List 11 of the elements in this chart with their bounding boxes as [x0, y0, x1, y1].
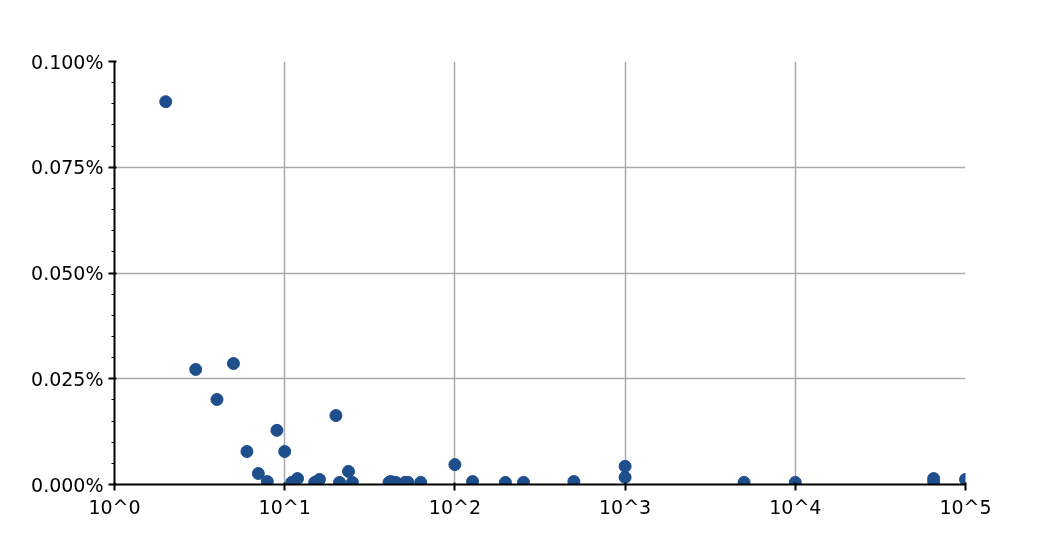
- y-tick-label: 0.075%: [31, 156, 104, 179]
- y-tick-label: 0.025%: [31, 367, 104, 390]
- x-tick-label: 10^5: [939, 495, 992, 518]
- y-tick-label: 0.050%: [31, 262, 104, 284]
- y-tick-label: 0.100%: [31, 50, 104, 73]
- x-tick-label: 10^1: [258, 495, 311, 518]
- x-tick-label: 10^0: [88, 495, 141, 518]
- x-tick-label: 10^3: [599, 495, 652, 518]
- x-tick-label: 10^2: [428, 495, 481, 518]
- x-tick-label: 10^4: [769, 495, 822, 518]
- y-tick-label: 0.000%: [31, 473, 104, 496]
